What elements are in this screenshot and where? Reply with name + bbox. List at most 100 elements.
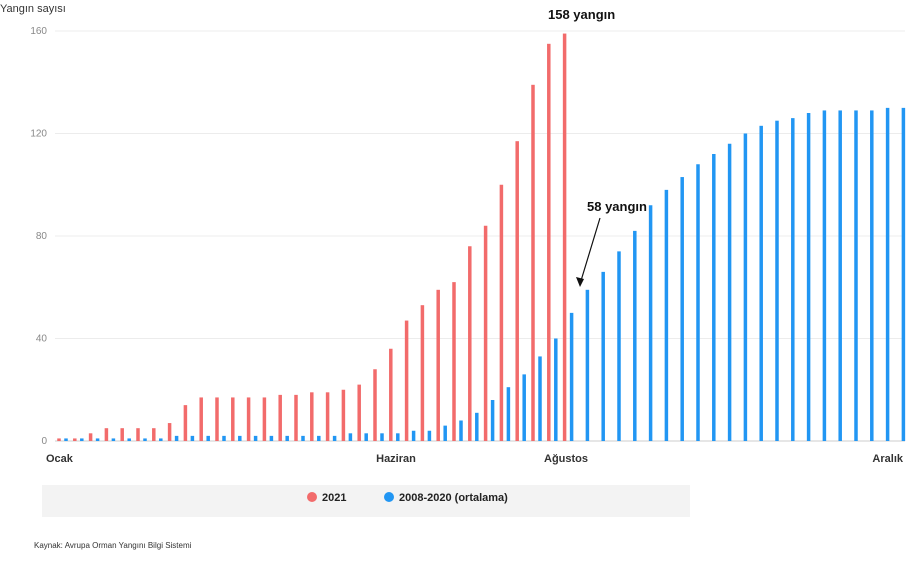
bar-2008-2020 bbox=[64, 438, 68, 441]
bar-2021 bbox=[515, 141, 519, 441]
bar-2008-2020 bbox=[396, 433, 400, 441]
bar-2008-2020 bbox=[554, 338, 558, 441]
bar-2021 bbox=[531, 84, 535, 441]
bar-2008-2020 bbox=[696, 164, 700, 441]
bar-2021 bbox=[262, 397, 267, 441]
bar-2021 bbox=[136, 428, 140, 441]
series-2021-bars bbox=[57, 33, 567, 441]
bar-2008-2020 bbox=[775, 120, 779, 441]
bar-2008-2020 bbox=[127, 438, 131, 441]
bar-2021 bbox=[373, 369, 377, 441]
bar-2008-2020 bbox=[443, 425, 447, 441]
bar-2021 bbox=[310, 392, 314, 441]
x-tick-labels: Ocak Haziran Ağustos Aralık bbox=[46, 453, 904, 465]
bar-2021 bbox=[246, 397, 251, 441]
bar-2021 bbox=[357, 384, 361, 441]
legend-background bbox=[42, 485, 690, 517]
bar-2008-2020 bbox=[159, 438, 163, 441]
bar-2021 bbox=[120, 428, 124, 441]
bar-2008-2020 bbox=[617, 251, 621, 441]
bar-2021 bbox=[452, 282, 456, 441]
bar-2021 bbox=[88, 433, 93, 441]
bar-2008-2020 bbox=[885, 107, 890, 441]
bar-2021 bbox=[294, 394, 298, 441]
x-tick-label: Haziran bbox=[376, 453, 416, 465]
y-tick-label: 120 bbox=[30, 129, 47, 140]
y-tick-label: 80 bbox=[36, 231, 48, 242]
bar-2008-2020 bbox=[364, 433, 368, 441]
legend-label-2008-2020: 2008-2020 (ortalama) bbox=[399, 492, 508, 504]
y-tick-labels: 0 40 80 120 160 bbox=[30, 26, 47, 447]
bar-2021 bbox=[420, 305, 425, 441]
annotation-arrow bbox=[579, 217, 601, 285]
gridlines bbox=[55, 30, 905, 442]
bar-2021 bbox=[562, 33, 567, 441]
bar-2021 bbox=[325, 392, 330, 441]
bar-2008-2020 bbox=[601, 271, 605, 441]
bar-2021 bbox=[152, 428, 156, 441]
bar-2021 bbox=[57, 438, 61, 441]
y-tick-label: 0 bbox=[41, 436, 47, 447]
series-2008-2020-bars bbox=[64, 107, 906, 441]
x-tick-label: Ağustos bbox=[544, 453, 588, 465]
bar-2008-2020 bbox=[759, 125, 763, 441]
bar-2008-2020 bbox=[664, 189, 669, 441]
bar-2008-2020 bbox=[301, 435, 305, 441]
bar-2008-2020 bbox=[648, 205, 653, 441]
legend-marker-2021 bbox=[307, 492, 317, 502]
bar-2008-2020 bbox=[332, 435, 337, 441]
bar-2008-2020 bbox=[348, 433, 353, 441]
bar-2008-2020 bbox=[712, 154, 716, 441]
bar-2008-2020 bbox=[490, 400, 495, 441]
bar-2008-2020 bbox=[459, 420, 463, 441]
y-tick-label: 160 bbox=[30, 26, 47, 37]
bar-2008-2020 bbox=[791, 118, 795, 441]
bar-2008-2020 bbox=[427, 430, 432, 441]
bar-2008-2020 bbox=[901, 107, 906, 441]
annotation-58: 58 yangın bbox=[587, 199, 647, 214]
bar-2021 bbox=[499, 184, 504, 441]
bar-2008-2020 bbox=[238, 435, 242, 441]
bar-2021 bbox=[547, 43, 551, 441]
bar-2008-2020 bbox=[506, 387, 511, 441]
bar-2008-2020 bbox=[806, 113, 811, 441]
bar-2021 bbox=[231, 397, 235, 441]
bar-2008-2020 bbox=[743, 133, 748, 441]
y-tick-label: 40 bbox=[36, 334, 48, 345]
bar-2008-2020 bbox=[111, 438, 116, 441]
bar-2008-2020 bbox=[522, 374, 526, 441]
source-note: Kaynak: Avrupa Orman Yangını Bilgi Siste… bbox=[34, 541, 192, 550]
bar-2021 bbox=[167, 423, 172, 441]
bar-2008-2020 bbox=[380, 433, 384, 441]
bar-2021 bbox=[436, 289, 440, 441]
bar-2008-2020 bbox=[727, 143, 732, 441]
bar-2021 bbox=[468, 246, 472, 441]
bar-2008-2020 bbox=[838, 110, 842, 441]
bar-2008-2020 bbox=[317, 435, 321, 441]
bar-2008-2020 bbox=[633, 230, 637, 441]
x-tick-label: Aralık bbox=[872, 453, 903, 465]
bar-2008-2020 bbox=[822, 110, 827, 441]
bar-2008-2020 bbox=[174, 435, 179, 441]
bar-2008-2020 bbox=[854, 110, 858, 441]
bar-2008-2020 bbox=[569, 312, 574, 441]
bar-2008-2020 bbox=[143, 438, 147, 441]
annotation-158: 158 yangın bbox=[548, 7, 615, 22]
y-axis-label: Yangın sayısı bbox=[0, 3, 66, 15]
legend-label-2021: 2021 bbox=[322, 492, 346, 504]
legend-marker-2008-2020 bbox=[384, 492, 394, 502]
bar-2008-2020 bbox=[269, 435, 274, 441]
bar-2008-2020 bbox=[411, 430, 416, 441]
bar-2021 bbox=[73, 438, 77, 441]
annotation-arrowhead bbox=[576, 277, 584, 287]
bar-2008-2020 bbox=[190, 435, 195, 441]
bar-2021 bbox=[483, 225, 488, 441]
bar-2008-2020 bbox=[585, 289, 590, 441]
bar-2021 bbox=[104, 428, 109, 441]
bar-2008-2020 bbox=[222, 435, 226, 441]
bar-2021 bbox=[215, 397, 219, 441]
bar-2008-2020 bbox=[870, 110, 874, 441]
bar-2021 bbox=[389, 348, 393, 441]
bar-2021 bbox=[341, 389, 346, 441]
